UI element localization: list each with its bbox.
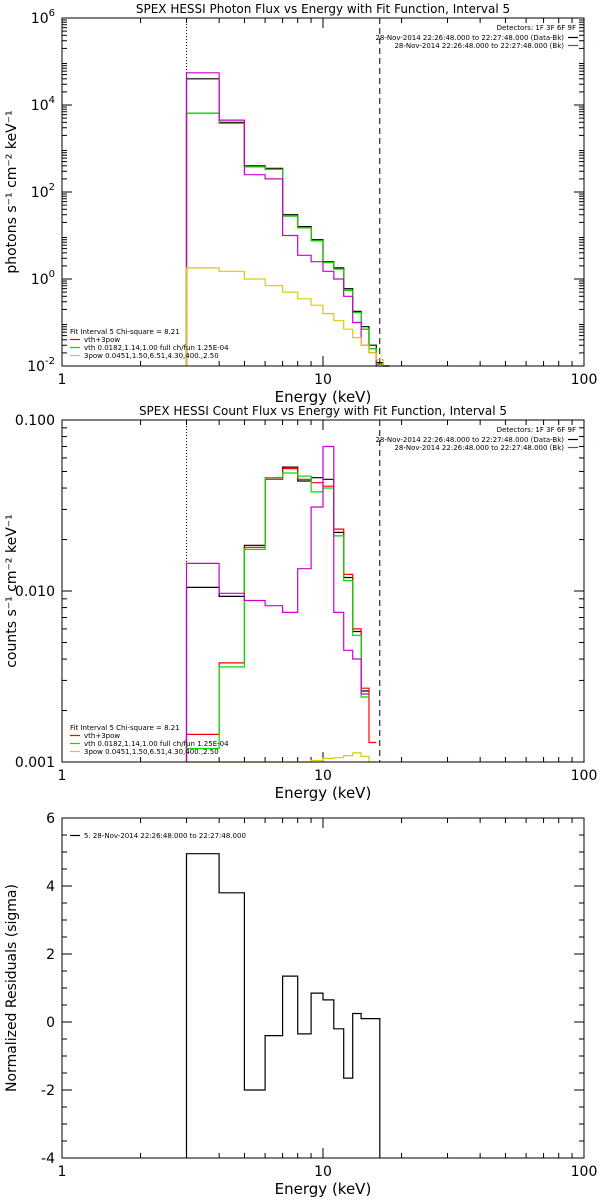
legend-entry-label: vth+3pow <box>84 336 120 344</box>
y-tick-exponent: 4 <box>49 95 55 106</box>
x-tick-label: 100 <box>571 1164 598 1180</box>
chart-title: SPEX HESSI Count Flux vs Energy with Fit… <box>139 404 507 418</box>
x-tick-label: 100 <box>571 372 598 388</box>
legend-entry-label: 28-Nov-2014 22:26:48.000 to 22:27:48.000… <box>375 436 564 444</box>
plot-frame <box>61 817 585 1159</box>
legend-entry-label: vth 0.0182,1.14,1.00 full ch/fun 1.25E-0… <box>84 740 229 748</box>
x-tick-label: 10 <box>314 768 332 784</box>
y-tick-base: 10 <box>31 11 49 27</box>
x-tick-label: 10 <box>314 1164 332 1180</box>
x-tick-label: 1 <box>58 372 67 388</box>
series-line-5 <box>185 267 390 367</box>
x-axis-label: Energy (keV) <box>275 784 372 802</box>
y-tick-label: 2 <box>46 947 55 963</box>
legend-title: Fit Interval 5 Chi-square = 8.21 <box>70 724 180 732</box>
y-tick-label: 4 <box>46 879 55 895</box>
y-tick-label: 102 <box>31 182 55 201</box>
plot-frame <box>61 17 585 367</box>
legend-title: Detectors: 1F 3F 6F 9F <box>497 24 576 32</box>
x-axis-label: Energy (keV) <box>275 1180 372 1198</box>
y-tick-label: 10-2 <box>27 356 55 375</box>
legend-entry-label: 28-Nov-2014 22:26:48.000 to 22:27:48.000… <box>394 42 564 50</box>
y-tick-base: 10 <box>31 272 49 288</box>
legend-entry-label: 28-Nov-2014 22:26:48.000 to 22:27:48.000… <box>375 34 564 42</box>
y-tick-exponent: 6 <box>49 8 55 19</box>
x-tick-label: 1 <box>58 1164 67 1180</box>
y-tick-base: 10 <box>27 359 45 375</box>
plot-frame <box>61 419 585 763</box>
y-tick-base: 10 <box>31 185 49 201</box>
legend-entry-label: 5. 28-Nov-2014 22:26:48.000 to 22:27:48.… <box>84 832 246 840</box>
y-tick-exponent: -2 <box>45 356 55 367</box>
legend-entry-label: 3pow 0.0451,1.50,6.51,4.30,400.,2.50 <box>84 352 219 360</box>
y-tick-label: -2 <box>41 1083 55 1099</box>
x-tick-label: 100 <box>571 768 598 784</box>
y-tick-exponent: 2 <box>49 182 55 193</box>
y-axis-label: Normalized Residuals (sigma) <box>4 884 20 1092</box>
y-axis-label: counts s⁻¹ cm⁻² keV⁻¹ <box>4 514 20 668</box>
legend-entry-label: 28-Nov-2014 22:26:48.000 to 22:27:48.000… <box>394 444 564 452</box>
series-line-4 <box>185 445 369 762</box>
y-tick-label: 106 <box>31 8 55 27</box>
y-tick-base: 10 <box>31 98 49 114</box>
y-tick-label: 0.100 <box>15 413 55 429</box>
y-tick-label: 104 <box>31 95 55 114</box>
chart-panel-3: 1 10 100 Energy (keV) -4 -2 0 2 4 6 Normalized Res… <box>4 811 597 1198</box>
legend-entry-label: 3pow 0.0451,1.50,6.51,4.30,400.,2.50 <box>84 748 219 756</box>
x-tick-label: 1 <box>58 768 67 784</box>
chart-panel-2: SPEX HESSI Count Flux vs Energy with Fit… <box>4 404 597 802</box>
x-tick-label: 10 <box>314 372 332 388</box>
legend-title: Detectors: 1F 3F 6F 9F <box>497 426 576 434</box>
legend-title: Fit Interval 5 Chi-square = 8.21 <box>70 328 180 336</box>
y-axis-label: photons s⁻¹ cm⁻² keV⁻¹ <box>4 110 20 273</box>
series-line-1 <box>185 853 381 1158</box>
chart-title: SPEX HESSI Photon Flux vs Energy with Fi… <box>136 2 510 16</box>
y-tick-label: 0.010 <box>15 584 55 600</box>
legend-entry-label: vth 0.0182,1.14,1.00 full ch/fun 1.25E-0… <box>84 344 229 352</box>
y-tick-label: 6 <box>46 811 55 827</box>
y-tick-label: 100 <box>31 269 55 288</box>
y-tick-exponent: 0 <box>49 269 55 280</box>
y-tick-label: 0 <box>46 1015 55 1031</box>
chart-panel-1: SPEX HESSI Photon Flux vs Energy with Fi… <box>4 2 597 406</box>
series-line-3 <box>185 472 369 762</box>
y-tick-label: -4 <box>41 1151 55 1167</box>
x-axis-label: Energy (keV) <box>275 388 372 406</box>
y-tick-label: 0.001 <box>15 755 55 771</box>
legend-entry-label: vth+3pow <box>84 732 120 740</box>
